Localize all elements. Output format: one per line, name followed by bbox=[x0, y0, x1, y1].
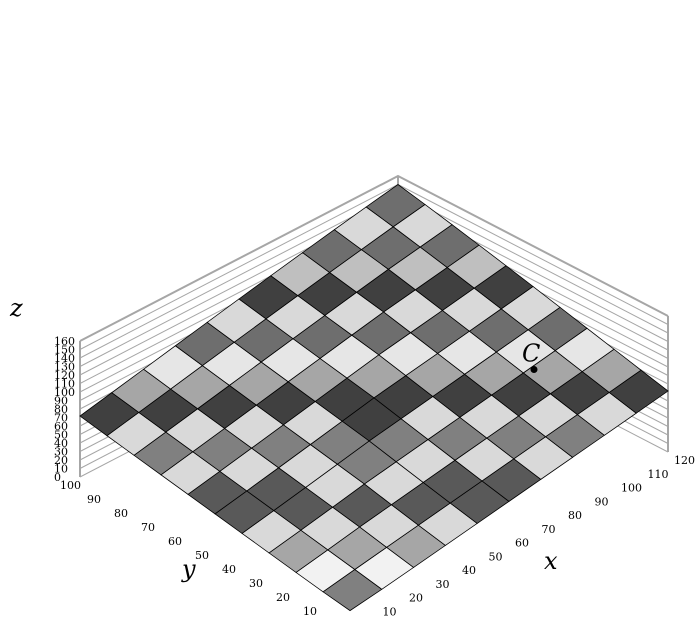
x-tick-label: 70 bbox=[542, 523, 556, 536]
y-tick-label: 60 bbox=[168, 535, 182, 548]
x-tick-label: 60 bbox=[515, 537, 529, 550]
z-tick-label: 30 bbox=[54, 446, 68, 459]
z-tick-label: 80 bbox=[54, 403, 68, 416]
z-tick-label: 20 bbox=[54, 454, 68, 467]
point-c-marker bbox=[530, 366, 538, 373]
y-tick-label: 90 bbox=[87, 493, 101, 506]
z-tick-label: 100 bbox=[54, 386, 75, 399]
z-tick-label: 10 bbox=[54, 463, 68, 476]
y-axis-label: y bbox=[181, 555, 196, 583]
z-tick-label: 70 bbox=[54, 412, 68, 425]
z-tick-label: 110 bbox=[54, 378, 75, 391]
surface-plot bbox=[79, 184, 669, 612]
x-tick-label: 20 bbox=[409, 592, 423, 605]
z-tick-label: 90 bbox=[54, 395, 68, 408]
point-c-label: C bbox=[522, 340, 540, 368]
y-tick-label: 40 bbox=[222, 563, 236, 576]
x-tick-label: 120 bbox=[674, 454, 695, 467]
y-tick-label: 80 bbox=[114, 507, 128, 520]
y-tick-label: 10 bbox=[303, 605, 317, 618]
z-tick-label: 120 bbox=[54, 369, 75, 382]
z-tick-label: 130 bbox=[54, 361, 75, 374]
x-tick-label: 0 bbox=[356, 619, 363, 621]
y-tick-label: 0 bbox=[330, 619, 337, 621]
y-tick-label: 30 bbox=[249, 577, 263, 590]
x-tick-label: 90 bbox=[595, 495, 609, 508]
x-tick-label: 100 bbox=[621, 482, 642, 495]
z-tick-label: 150 bbox=[54, 344, 75, 357]
x-tick-label: 40 bbox=[462, 564, 476, 577]
y-tick-label: 50 bbox=[195, 549, 209, 562]
x-axis-label: x bbox=[544, 547, 558, 575]
x-tick-label: 110 bbox=[648, 468, 669, 481]
x-tick-label: 30 bbox=[436, 578, 450, 591]
z-tick-label: 60 bbox=[54, 420, 68, 433]
y-tick-label: 20 bbox=[276, 591, 290, 604]
z-tick-label: 140 bbox=[54, 352, 75, 365]
z-axis-label: z bbox=[9, 294, 23, 322]
z-tick-label: 50 bbox=[54, 429, 68, 442]
z-tick-label: 160 bbox=[54, 335, 75, 348]
x-tick-label: 10 bbox=[383, 605, 397, 618]
x-tick-label: 80 bbox=[568, 509, 582, 522]
y-tick-label: 70 bbox=[141, 521, 155, 534]
surface-cell bbox=[365, 184, 426, 228]
y-tick-label: 100 bbox=[60, 479, 81, 492]
z-tick-label: 40 bbox=[54, 437, 68, 450]
z-tick-label: 0 bbox=[54, 471, 61, 484]
x-tick-label: 50 bbox=[489, 550, 503, 563]
tick-labels: 0102030405060708090100110120130140150160… bbox=[54, 335, 695, 621]
